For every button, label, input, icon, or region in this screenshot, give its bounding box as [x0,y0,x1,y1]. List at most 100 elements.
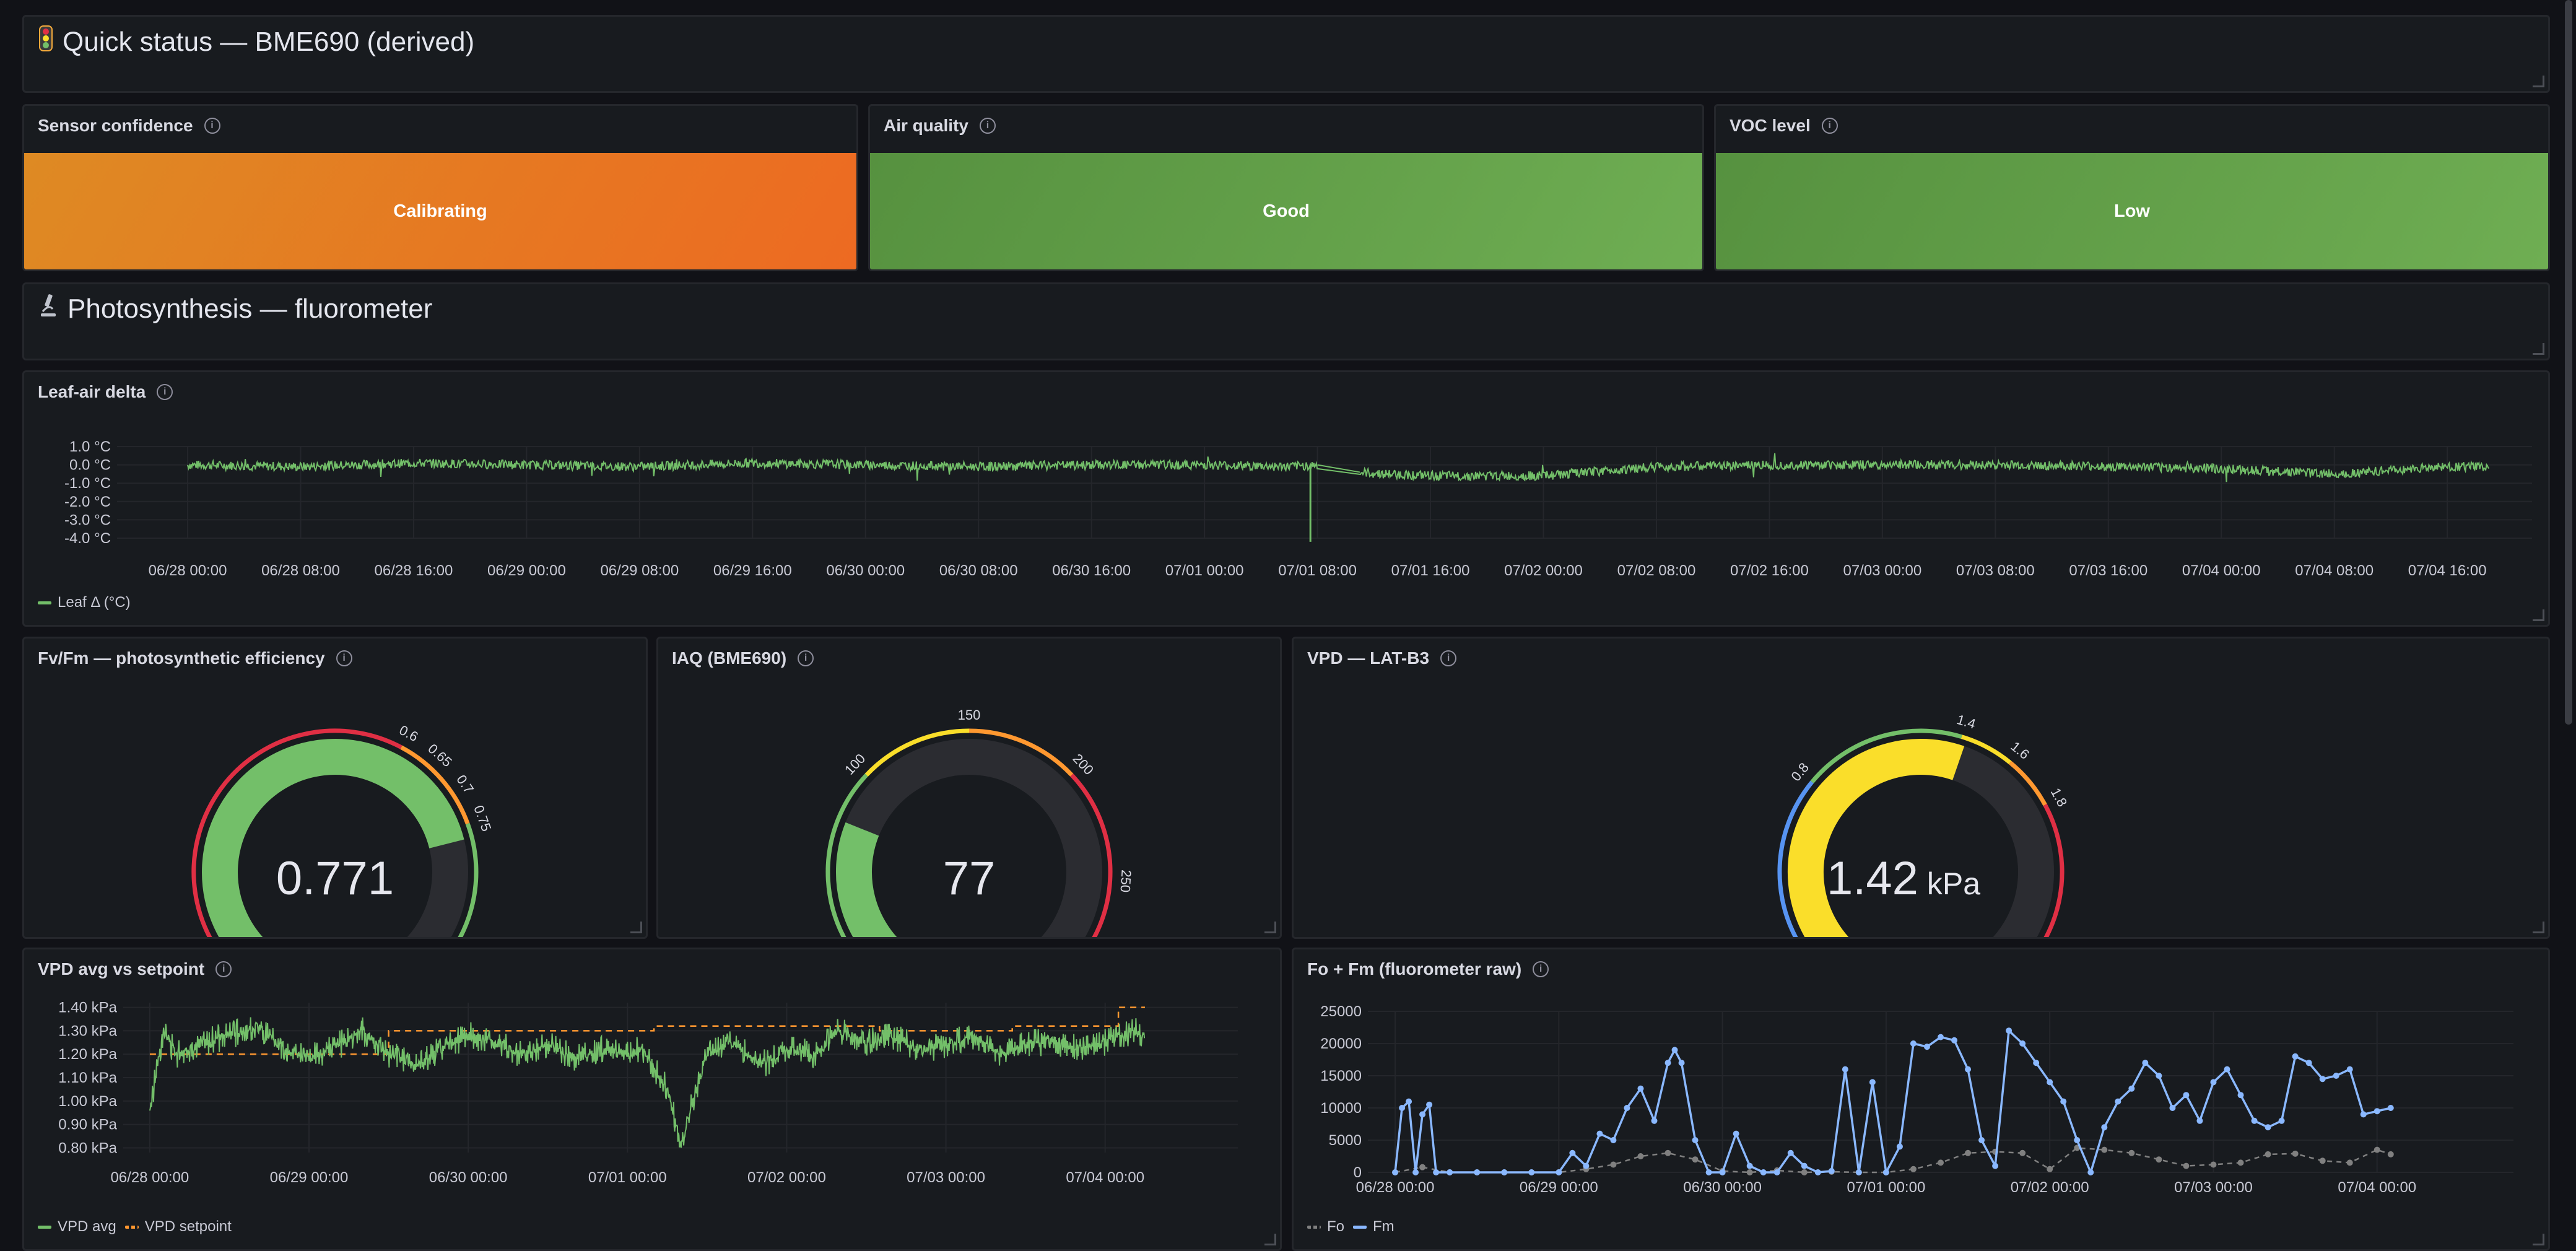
x-tick-label: 07/02 00:00 [2011,1179,2089,1196]
timeseries-panel-leaf-air-delta[interactable]: Leaf-air delta i 1.0 °C 0.0 °C -1.0 °C -2.0 … [22,370,2550,627]
row-title-text: Quick status — BME690 (derived) [63,26,475,57]
info-icon[interactable]: i [336,650,352,666]
stat-value: Good [1263,201,1310,221]
data-point-fm [2346,1066,2353,1073]
info-icon[interactable]: i [215,961,232,977]
panel-title: IAQ (BME690) i [672,648,814,668]
x-tick-label: 07/04 00:00 [2338,1179,2416,1196]
x-tick-label: 06/30 08:00 [939,562,1018,579]
info-icon[interactable]: i [1533,961,1549,977]
data-point-fm [1814,1169,1821,1175]
gauge-panel-fv-fm[interactable]: Fv/Fm — photosynthetic efficiency i 0.771… [22,637,648,939]
resize-handle[interactable] [2533,343,2544,355]
data-point-fm [1528,1169,1535,1175]
stat-value: Calibrating [393,201,487,221]
data-point-fm [1787,1149,1794,1156]
data-point-fm [2060,1098,2067,1105]
resize-handle[interactable] [2533,1234,2544,1245]
resize-handle[interactable] [630,922,642,933]
y-tick-label: -4.0 °C [64,530,111,547]
series-gap-line [1317,464,1360,473]
gauge-threshold-label: 0.8 [1788,760,1812,785]
gauge-value: 77 [943,852,996,905]
gauge-threshold-band [2043,803,2065,937]
info-icon[interactable]: i [798,650,814,666]
gauge-threshold-band [1810,728,1962,783]
series-line-fm [1394,1028,2391,1176]
data-point-fm [1664,1060,1671,1066]
page-scrollbar[interactable] [2565,0,2572,725]
row-photosynthesis[interactable]: Photosynthesis — fluorometer [22,282,2550,360]
vpd-avg-chart[interactable]: 1.40 kPa 1.30 kPa 1.20 kPa 1.10 kPa 1.00 kPa… [24,987,1280,1228]
legend-item[interactable]: VPD avg [38,1218,116,1236]
data-point-fm [2183,1092,2190,1099]
data-point-fm [2265,1124,2271,1131]
legend-item[interactable]: Fo [1307,1218,1344,1236]
stat-panel-sensor-confidence[interactable]: Sensor confidence i Calibrating [22,104,858,271]
chart-legend: Leaf Δ (°C) [38,594,131,611]
info-icon[interactable]: i [157,384,173,400]
info-icon[interactable]: i [979,118,996,134]
legend-label: Fo [1327,1218,1345,1235]
data-point-fm [1746,1162,1753,1169]
legend-item[interactable]: Fm [1353,1218,1395,1236]
data-point-fm [1501,1169,1508,1175]
data-point-fo [2319,1157,2326,1164]
resize-handle[interactable] [1264,922,1276,933]
stat-panel-air-quality[interactable]: Air quality i Good [868,104,1704,271]
timeseries-panel-vpd-avg[interactable]: VPD avg vs setpoint i 1.40 kPa 1.30 kPa 1.2… [22,948,1282,1251]
data-point-fm [1583,1162,1590,1169]
y-tick-label: 1.10 kPa [58,1070,117,1086]
gauge-value: 0.771 [276,852,394,905]
data-point-fm [2033,1060,2040,1066]
gauge-threshold-band [191,728,402,937]
resize-handle[interactable] [2533,76,2544,87]
legend-swatch [38,601,51,604]
data-point-fm [2387,1105,2394,1111]
data-point-fm [1624,1105,1630,1111]
data-point-fo [1637,1153,1644,1159]
gauge-panel-vpd[interactable]: VPD — LAT-B3i 1.42kPa02.50.81.41.61.8 [1292,637,2550,939]
legend-item[interactable]: Leaf Δ (°C) [38,594,131,611]
data-point-fm [1447,1169,1453,1175]
data-point-fm [2156,1073,2162,1079]
gauge-value: 1.42 kPa [1827,852,1980,905]
legend-swatch [1307,1225,1321,1229]
data-point-fm [1978,1137,1985,1143]
resize-handle[interactable] [1264,1234,1276,1245]
info-icon[interactable]: i [1440,650,1457,666]
x-tick-label: 06/28 00:00 [149,562,227,579]
gauge-panel-iaq[interactable]: IAQ (BME690)i 770300100150200250 [656,637,1282,939]
data-point-fm [2128,1085,2135,1092]
data-point-fm [1719,1169,1726,1175]
data-point-fm [1426,1101,1433,1108]
x-tick-label: 06/28 16:00 [375,562,453,579]
data-point-fm [2101,1124,2108,1131]
legend-item[interactable]: VPD setpoint [124,1218,232,1236]
leaf-air-delta-chart[interactable]: 1.0 °C 0.0 °C-1.0 °C -2.0 °C -3.0 °C -4.0 °C… [24,428,2548,614]
resize-handle[interactable] [2533,922,2544,933]
y-tick-label: 1.40 kPa [58,1000,117,1016]
x-tick-label: 06/29 08:00 [600,562,679,579]
data-point-fm [1406,1098,1412,1105]
stat-panel-voc-level[interactable]: VOC level i Low [1714,104,2550,271]
info-icon[interactable]: i [204,118,220,134]
x-tick-label: 07/03 08:00 [1956,562,2035,579]
fo-fm-chart[interactable]: 25000 20000 15000 10000 5000 006/28 00:00 06/2… [1294,987,2548,1228]
fv-fm-gauge: 0.771010.60.650.70.75 [191,722,494,937]
info-icon[interactable]: i [1821,118,1838,134]
y-tick-label: 1.00 kPa [58,1093,117,1110]
row-title-text: Photosynthesis — fluorometer [67,293,433,324]
timeseries-panel-fo-fm[interactable]: Fo + Fm (fluorometer raw) i 25000 20000 150… [1292,948,2550,1251]
y-tick-label: 1.0 °C [69,438,111,455]
data-point-fm [2237,1092,2244,1099]
data-point-fo [1610,1161,1617,1168]
resize-handle[interactable] [2533,609,2544,621]
data-point-fm [2019,1040,2026,1047]
data-point-fm [2224,1066,2230,1073]
row-quick-status[interactable]: Quick status — BME690 (derived) [22,15,2550,93]
x-tick-label: 06/28 08:00 [261,562,340,579]
gauge-threshold-band [1960,734,2012,765]
data-point-fo [1692,1156,1699,1163]
gauge-threshold-label: 150 [958,707,981,723]
